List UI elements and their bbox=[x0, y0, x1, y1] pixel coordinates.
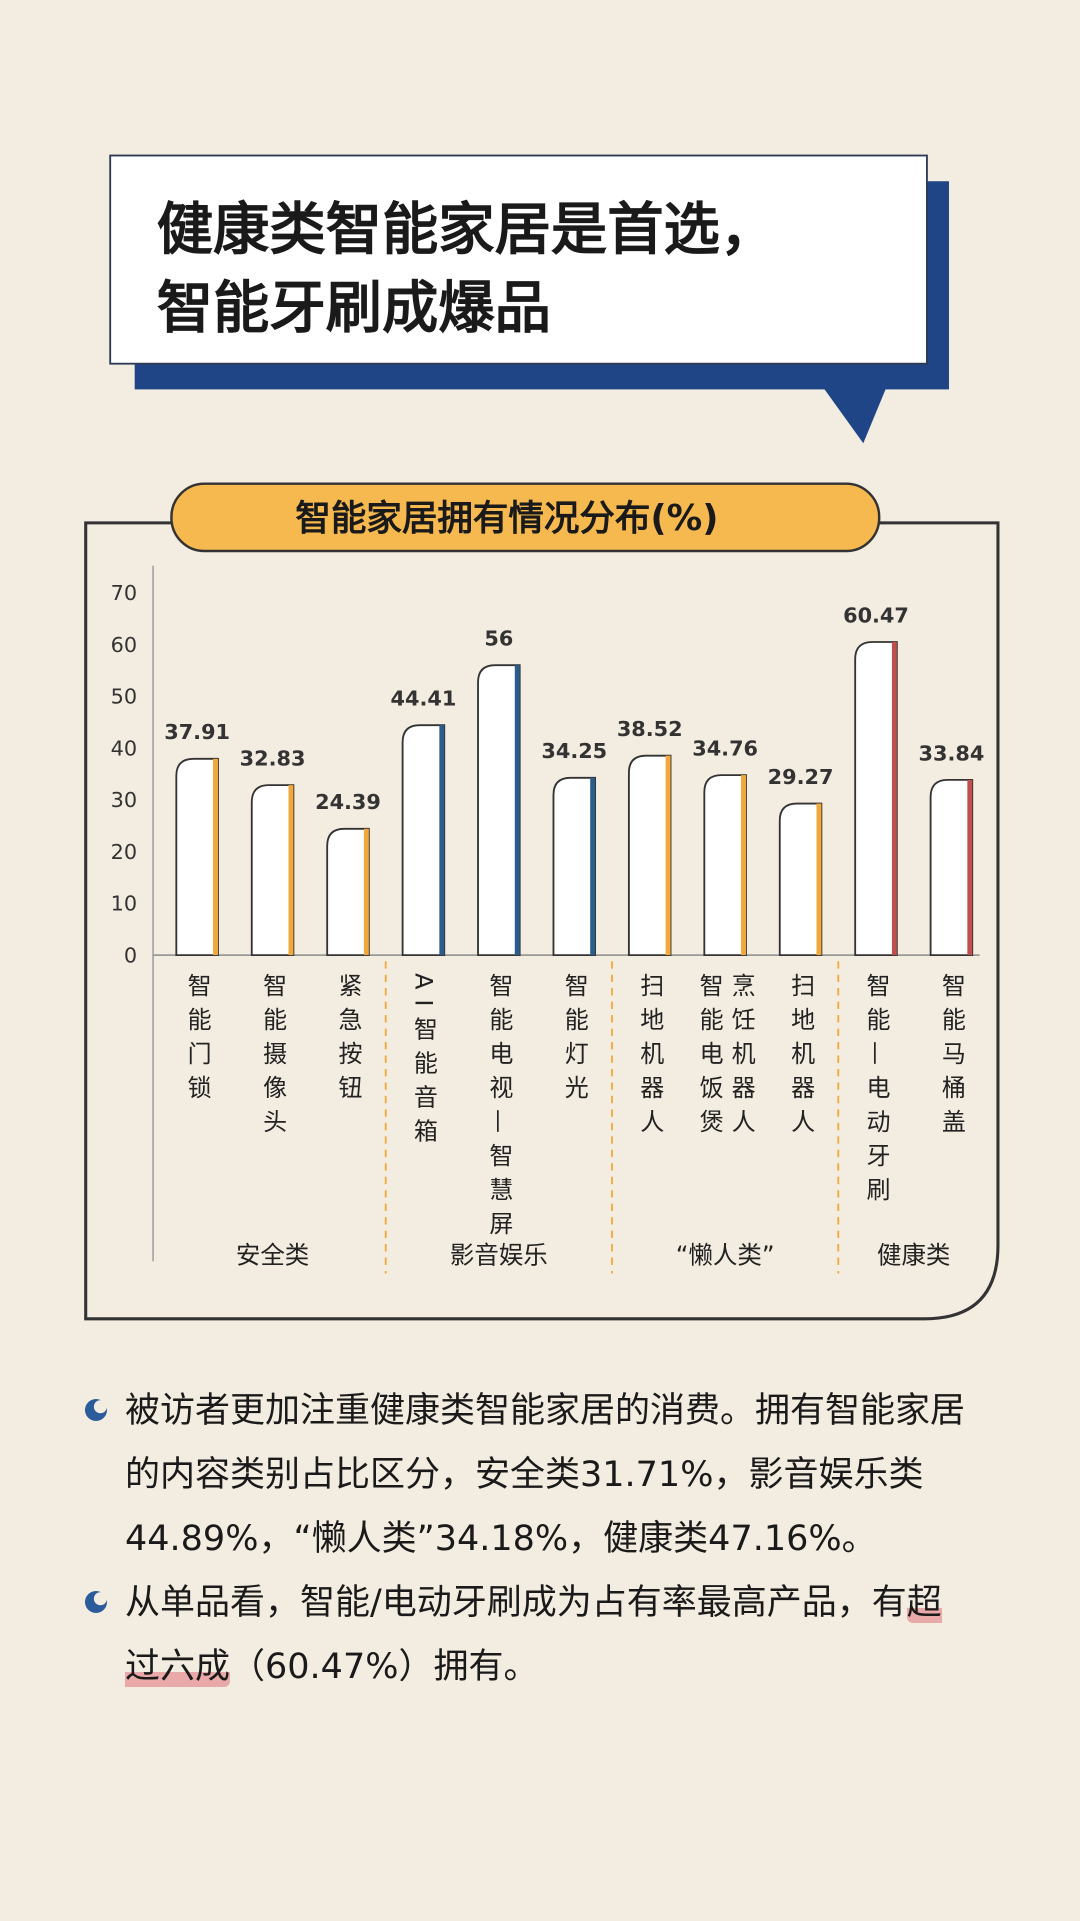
y-tick-label: 60 bbox=[111, 633, 137, 657]
chart-title: 智能家居拥有情况分布(%) bbox=[295, 498, 718, 539]
bar bbox=[250, 784, 295, 957]
y-tick-label: 40 bbox=[111, 736, 137, 760]
bar bbox=[929, 778, 974, 957]
y-tick-label: 10 bbox=[111, 892, 137, 916]
x-tick-label: 智能电饭煲 烹饪机器人 bbox=[695, 973, 756, 1144]
y-tick-label: 70 bbox=[111, 581, 137, 605]
x-tick-label: 扫地机器人 bbox=[786, 973, 815, 1144]
x-tick-label: 智能马桶盖 bbox=[937, 973, 966, 1144]
x-tick-label: 扫地机器人 bbox=[635, 973, 664, 1144]
value-label: 56 bbox=[484, 627, 513, 651]
bar bbox=[778, 802, 823, 957]
bar-stripe bbox=[967, 779, 973, 956]
value-label: 24.39 bbox=[315, 790, 381, 814]
value-label: 38.52 bbox=[617, 717, 683, 741]
group-label: 健康类 bbox=[877, 1241, 950, 1270]
note: 被访者更加注重健康类智能家居的消费。拥有智能家居的内容类别占比区分，安全类31.… bbox=[85, 1379, 975, 1571]
y-tick-label: 20 bbox=[111, 840, 137, 864]
chart-title-pill bbox=[170, 482, 881, 553]
chart-frame bbox=[84, 521, 1000, 1321]
x-tick-label: 智能摄像头 bbox=[258, 973, 287, 1144]
bar-stripe bbox=[288, 785, 294, 956]
page-title: 智能牙刷成爆品 bbox=[157, 276, 551, 341]
bar-stripe bbox=[363, 828, 369, 956]
note-text: 被访者更加注重健康类智能家居的消费。拥有智能家居的内容类别占比区分，安全类31.… bbox=[125, 1391, 966, 1559]
note-text: （60.47%）拥有。 bbox=[230, 1647, 539, 1687]
note-text: 从单品看，智能/电动牙刷成为占有率最高产品，有 bbox=[125, 1583, 907, 1623]
value-label: 44.41 bbox=[391, 687, 457, 711]
x-tick-label: 智能灯光 bbox=[560, 973, 589, 1110]
value-label: 29.27 bbox=[768, 765, 834, 789]
bar-stripe bbox=[514, 665, 520, 956]
bar-stripe bbox=[891, 642, 897, 956]
value-label: 60.47 bbox=[843, 603, 909, 627]
bar bbox=[627, 754, 672, 957]
value-label: 32.83 bbox=[240, 747, 306, 771]
group-label: “懒人类” bbox=[676, 1241, 775, 1270]
bar-stripe bbox=[741, 775, 746, 956]
bar-stripe bbox=[590, 777, 596, 956]
title-box bbox=[109, 154, 928, 365]
bar bbox=[477, 664, 521, 957]
bar-stripe bbox=[213, 758, 218, 956]
page-title: 健康类智能家居是首选， bbox=[157, 198, 776, 263]
value-label: 33.84 bbox=[919, 741, 985, 765]
value-label: 34.25 bbox=[541, 739, 607, 763]
group-label: 安全类 bbox=[236, 1241, 309, 1270]
title-pointer bbox=[822, 386, 887, 444]
value-label: 37.91 bbox=[164, 720, 230, 744]
group-label: 影音娱乐 bbox=[450, 1241, 548, 1270]
x-tick-label: AI智能音箱 bbox=[409, 973, 438, 1153]
x-tick-label: 智能门锁 bbox=[183, 973, 212, 1110]
y-tick-label: 50 bbox=[111, 685, 137, 709]
bar bbox=[401, 724, 446, 957]
bar bbox=[703, 774, 747, 957]
y-tick-label: 30 bbox=[111, 788, 137, 812]
value-label: 34.76 bbox=[692, 737, 758, 761]
bar-stripe bbox=[439, 725, 445, 956]
bar bbox=[175, 757, 219, 957]
x-tick-label: 智能电视—智慧屏 bbox=[484, 973, 513, 1246]
bar bbox=[326, 827, 370, 957]
x-tick-label: 紧急按钮 bbox=[334, 973, 362, 1110]
bar-stripe bbox=[816, 803, 822, 956]
y-tick-label: 0 bbox=[124, 943, 137, 967]
bar-stripe bbox=[665, 755, 671, 956]
note: 从单品看，智能/电动牙刷成为占有率最高产品，有超过六成（60.47%）拥有。 bbox=[85, 1571, 975, 1699]
notes: 被访者更加注重健康类智能家居的消费。拥有智能家居的内容类别占比区分，安全类31.… bbox=[85, 1379, 975, 1699]
bar bbox=[552, 776, 597, 957]
bar bbox=[854, 641, 898, 957]
x-tick-label: 智能—电动牙刷 bbox=[862, 973, 890, 1212]
